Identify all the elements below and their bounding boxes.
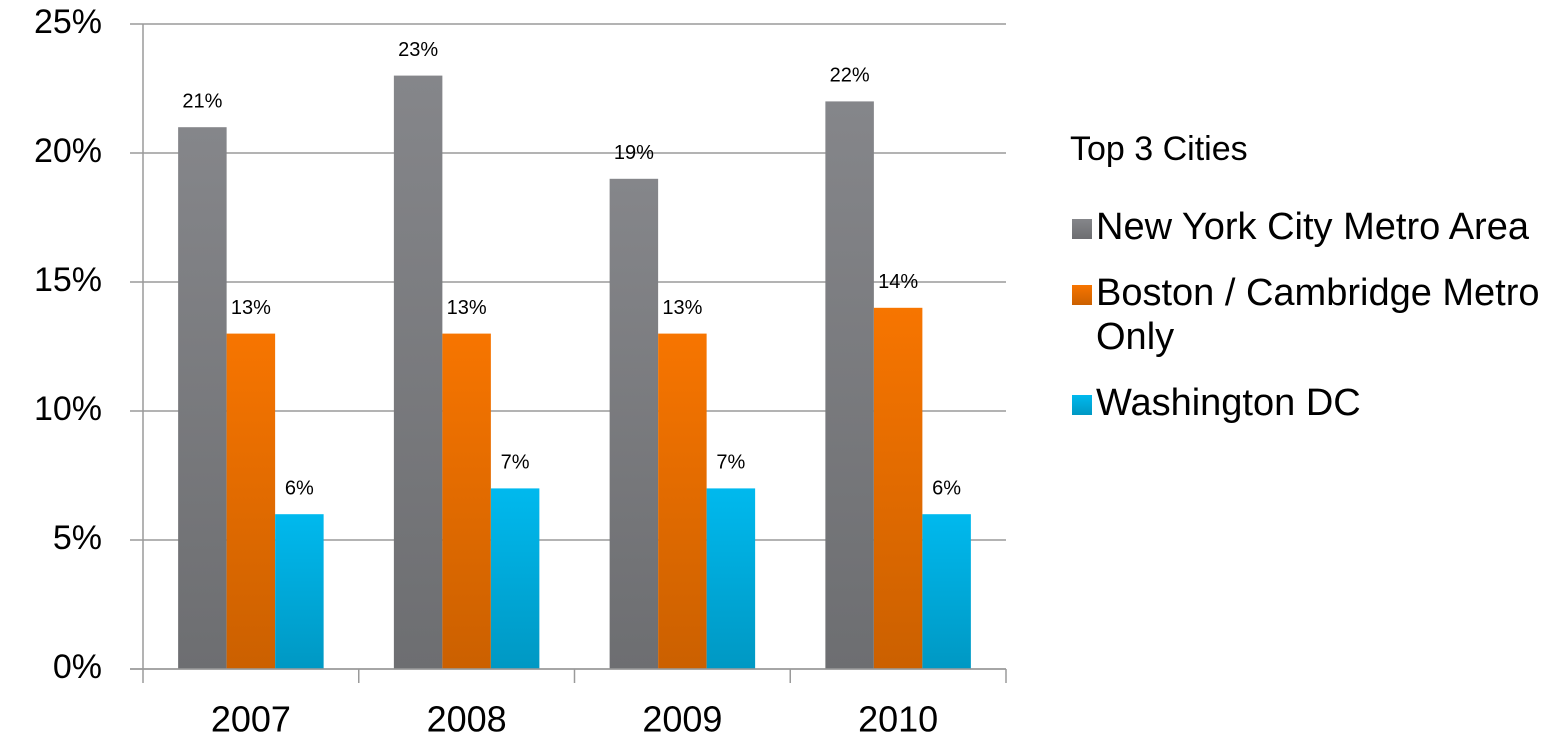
bar [226,333,276,669]
x-tick-label: 2008 [427,699,507,740]
value-label: 7% [716,452,745,474]
y-tick-label: 0% [53,648,102,686]
x-tick-label: 2010 [858,699,938,740]
value-label: 14% [878,271,918,293]
x-tick-label: 2007 [211,699,291,740]
chart: 0% 5% 10% 15% 20% 25% 2007 21% 13% 6% 2008 23% 13% 7%… [34,3,1007,740]
y-tick-label: 10% [34,390,102,428]
y-tick-label: 25% [34,3,102,41]
bar [609,178,659,670]
bar [825,101,874,669]
value-label: 13% [231,297,271,319]
value-label: 22% [830,65,870,87]
y-tick-label: 20% [34,132,102,170]
bar [442,333,491,669]
bar [490,488,540,669]
y-tick-label: 5% [53,519,102,557]
value-label: 13% [662,297,702,319]
value-label: 19% [614,142,654,164]
value-label: 6% [285,477,314,499]
bar [922,514,971,669]
legend-label: Washington DC [1096,382,1361,424]
value-label: 23% [398,39,438,61]
legend-entry: Boston / Cambridge Metro Only [1070,271,1540,359]
bar [658,333,707,669]
legend-swatch [1072,395,1092,415]
legend-swatch [1072,219,1092,239]
legend-label: Boston / Cambridge Metro Only [1096,272,1540,358]
y-tick-label: 15% [34,261,102,299]
bar [393,75,443,670]
bar [706,488,756,669]
x-tick-label: 2009 [642,699,722,740]
legend-label: New York City Metro Area [1096,206,1529,248]
value-label: 21% [182,90,222,112]
legend-entry: New York City Metro Area [1070,205,1540,249]
legend-entry: Washington DC [1070,381,1540,425]
bar [873,307,923,669]
legend-swatch [1072,285,1092,305]
bar [275,514,324,669]
legend-title: Top 3 Cities [1070,130,1248,168]
value-label: 6% [932,477,961,499]
value-label: 7% [501,452,530,474]
bar [178,127,227,669]
value-label: 13% [447,297,487,319]
legend: Top 3 Cities New York City Metro Area Bos… [1070,130,1540,447]
